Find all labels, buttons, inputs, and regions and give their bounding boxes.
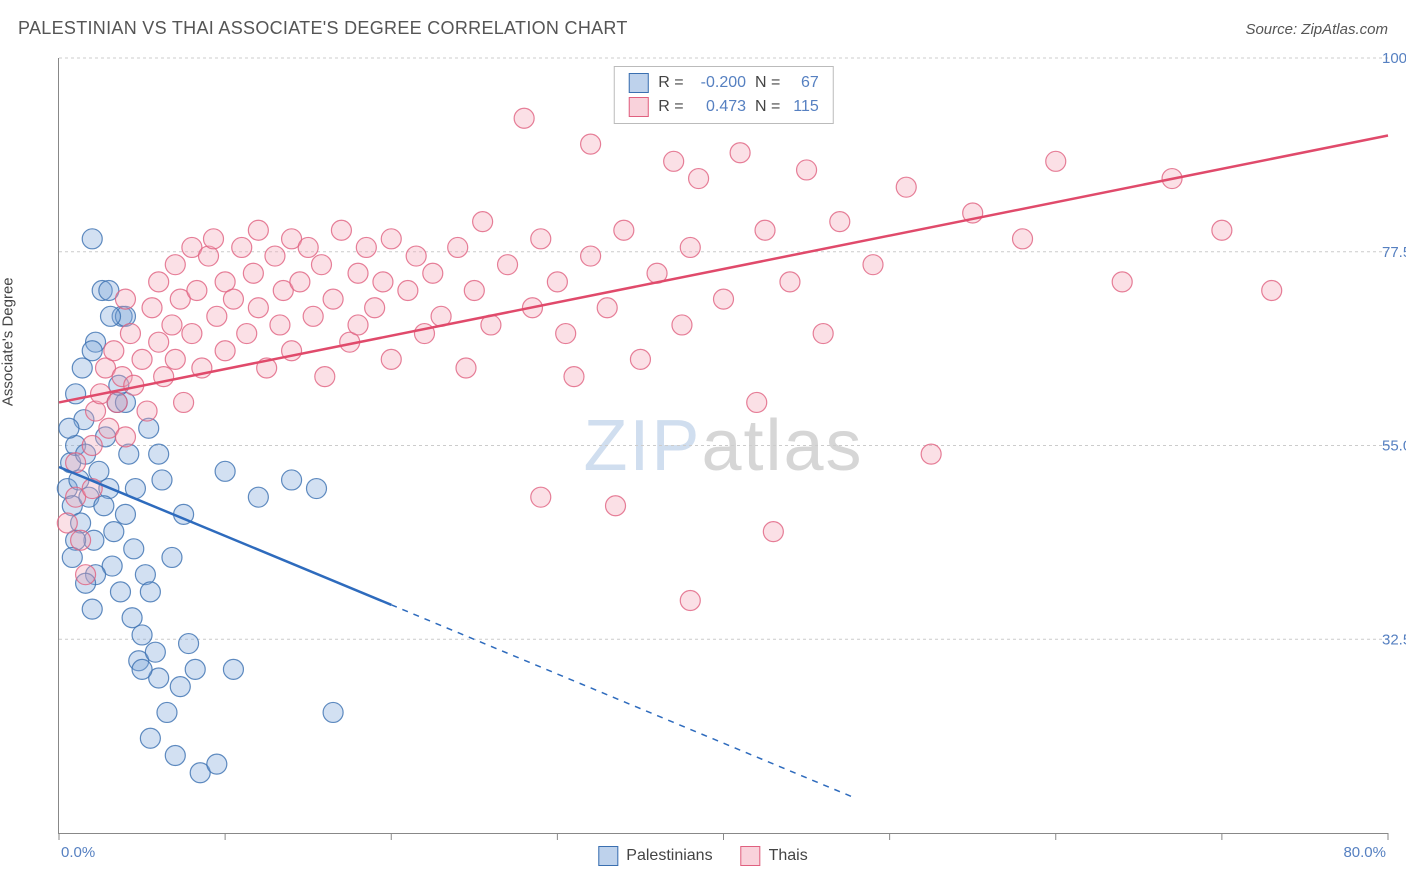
stats-row-1: R = 0.473 N = 115	[628, 95, 818, 119]
plot-container: Associate's Degree ZIPatlas R = -0.200 N…	[18, 50, 1388, 874]
svg-text:55.0%: 55.0%	[1382, 438, 1406, 455]
svg-text:77.5%: 77.5%	[1382, 244, 1406, 261]
n-value-1: 115	[785, 95, 819, 119]
stats-swatch-1	[628, 97, 648, 117]
legend-label-0: Palestinians	[626, 847, 712, 865]
stats-row-0: R = -0.200 N = 67	[628, 71, 818, 95]
svg-text:0.0%: 0.0%	[61, 844, 95, 861]
chart-header: PALESTINIAN VS THAI ASSOCIATE'S DEGREE C…	[18, 18, 1388, 39]
series-legend: Palestinians Thais	[598, 846, 807, 866]
chart-svg: 32.5%55.0%77.5%100.0%0.0%80.0%	[59, 58, 1388, 833]
stats-legend: R = -0.200 N = 67 R = 0.473 N = 115	[613, 66, 833, 124]
legend-item-1: Thais	[741, 846, 808, 866]
r-value-1: 0.473	[688, 95, 746, 119]
y-axis-label: Associate's Degree	[0, 277, 17, 406]
legend-label-1: Thais	[769, 847, 808, 865]
r-value-0: -0.200	[688, 71, 746, 95]
svg-text:100.0%: 100.0%	[1382, 50, 1406, 67]
plot-area: ZIPatlas R = -0.200 N = 67 R = 0.473 N =…	[58, 58, 1388, 834]
stats-swatch-0	[628, 73, 648, 93]
legend-swatch-0	[598, 846, 618, 866]
legend-item-0: Palestinians	[598, 846, 712, 866]
n-value-0: 67	[785, 71, 819, 95]
chart-title: PALESTINIAN VS THAI ASSOCIATE'S DEGREE C…	[18, 18, 628, 39]
svg-text:32.5%: 32.5%	[1382, 631, 1406, 648]
legend-swatch-1	[741, 846, 761, 866]
chart-source: Source: ZipAtlas.com	[1245, 21, 1388, 38]
svg-text:80.0%: 80.0%	[1343, 844, 1386, 861]
